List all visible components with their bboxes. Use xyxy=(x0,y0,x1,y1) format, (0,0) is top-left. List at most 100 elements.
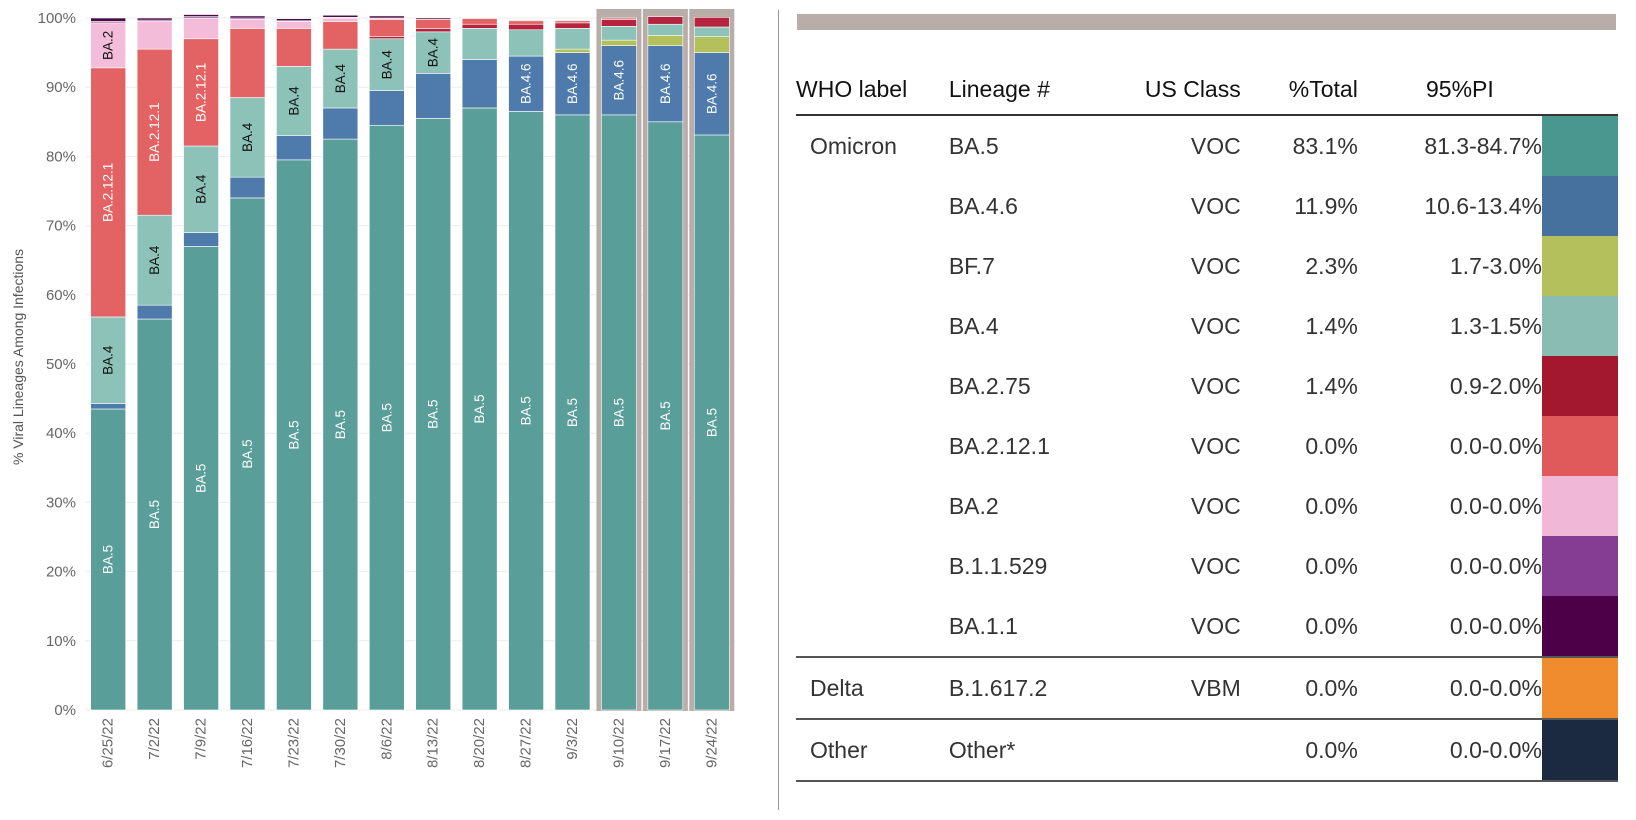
header-lineage: Lineage # xyxy=(948,75,1050,102)
bar-segment-BA-2-12-1 xyxy=(229,28,266,98)
legend-lineage: BF.7 xyxy=(948,252,995,279)
header-who-label: WHO label xyxy=(796,75,908,102)
bar-label: BA.5 xyxy=(519,396,534,425)
legend-body: Omicron BA.5 VOC 83.1% 81.3-84.7% BA.4.6 VOC 11… xyxy=(796,115,1618,781)
bar-label: BA.2.12.1 xyxy=(101,163,116,222)
bar-label: BA.4.6 xyxy=(658,63,673,104)
bar-segment-BA-1-1 xyxy=(461,17,498,19)
bar-label: BA.4.6 xyxy=(704,74,719,115)
legend-row: Delta B.1.617.2 VBM 0.0% 0.0-0.0% xyxy=(796,657,1618,719)
header-pi: 95%PI xyxy=(1426,75,1494,102)
legend-row: BA.1.1 VOC 0.0% 0.0-0.0% xyxy=(796,596,1618,657)
bar-segment-BA-5 xyxy=(136,318,173,711)
bar-label: BA.4 xyxy=(101,345,116,375)
bar-segment-BA-4-6 xyxy=(508,55,544,112)
legend-lineage: BA.4 xyxy=(948,312,999,339)
legend-swatch-cell xyxy=(1541,176,1618,236)
legend-top-bar xyxy=(797,14,1616,30)
bar-segment-BA-4-6 xyxy=(461,59,498,109)
legend-header-row: WHO label Lineage # US Class %Total 95%P… xyxy=(796,64,1618,115)
legend-us-class: VOC xyxy=(1190,192,1241,219)
bar-segment-BA-2-12-1 xyxy=(136,48,173,216)
y-axis-ticks: 0% 10% 20% 30% 40% 50% 60% 70% 80% 90% 100% xyxy=(38,10,76,719)
legend-swatch-cell xyxy=(1541,476,1618,536)
lineage-legend-table: WHO label Lineage # US Class %Total 95%P… xyxy=(796,64,1618,782)
legend-color-swatch xyxy=(1541,176,1618,236)
bar-segment-BA-4 xyxy=(647,23,684,36)
legend-us-class xyxy=(1129,719,1241,781)
bar-label: BA.5 xyxy=(379,403,394,432)
legend-us-class: VOC xyxy=(1190,312,1241,339)
legend-who-label xyxy=(796,176,949,236)
legend-who-label xyxy=(796,296,949,356)
x-tick-label: 6/25/22 xyxy=(100,718,117,768)
x-tick-label: 9/3/22 xyxy=(564,718,581,760)
legend-lineage: BA.5 xyxy=(948,132,999,159)
bar-segment-BA-4-6 xyxy=(554,52,591,116)
legend-who-label: Other xyxy=(810,736,868,763)
legend-total: 0.0% xyxy=(1305,492,1358,519)
bar-label: BA.2.12.1 xyxy=(147,103,162,162)
bar-label: BA.4.6 xyxy=(611,60,626,101)
bar-segment-BA-2 xyxy=(276,21,312,29)
bar-label: BA.5 xyxy=(333,410,348,439)
bar-segment-BA-2-75 xyxy=(693,17,730,28)
legend-swatch-cell xyxy=(1541,536,1618,596)
bar-segment-BA-4 xyxy=(415,31,452,74)
bar-label: BA.2 xyxy=(101,31,116,60)
bar-segment-BA-1-1 xyxy=(554,19,591,22)
stacked-bar-chart: % Viral Lineages Among Infections 0% 10% 2… xyxy=(10,9,735,768)
bar-label: BA.4 xyxy=(426,37,441,67)
bar-segment-BA-1-1 xyxy=(368,15,405,19)
bar-segment-BA-5 xyxy=(508,111,544,711)
x-tick-label: 9/24/22 xyxy=(703,718,720,768)
bar-segment-BA-4-6 xyxy=(601,45,637,116)
bar-label: BA.5 xyxy=(101,545,116,574)
y-axis-label: % Viral Lineages Among Infections xyxy=(10,249,26,465)
bar-segment-BA-4-6 xyxy=(183,232,219,247)
bar-label: BA.2.12.1 xyxy=(194,63,209,122)
bar-segment-BA-2-12-1 xyxy=(276,28,312,67)
bar-segment-BA-5 xyxy=(461,107,498,711)
bar-label: BA.5 xyxy=(147,500,162,529)
bar-label: BA.4 xyxy=(194,174,209,204)
legend-row: B.1.1.529 VOC 0.0% 0.0-0.0% xyxy=(796,536,1618,596)
legend-total: 2.3% xyxy=(1305,252,1358,279)
bar-segment-BA-2-12-1 xyxy=(183,38,219,147)
legend-pi: 0.0-0.0% xyxy=(1449,612,1542,639)
bar-label: BA.5 xyxy=(472,394,487,423)
bar-segment-BA-2-12-1 xyxy=(90,67,127,318)
legend-who-label xyxy=(796,356,949,416)
bar-segment-BA-4 xyxy=(183,145,219,233)
legend-us-class: VOC xyxy=(1190,372,1241,399)
bar-label: BA.4 xyxy=(379,50,394,80)
bar-segment-BA-4-6 xyxy=(229,176,266,199)
bar-segment-BA-4-6 xyxy=(368,90,405,126)
bar-segment-BA-4-6 xyxy=(322,107,359,140)
legend-row: BA.4 VOC 1.4% 1.3-1.5% xyxy=(796,296,1618,356)
legend-color-swatch xyxy=(1541,296,1618,356)
bar-segment-BA-2-75 xyxy=(368,36,405,40)
x-tick-label: 7/16/22 xyxy=(239,718,256,768)
legend-us-class: VOC xyxy=(1190,252,1241,279)
bar-label: BA.5 xyxy=(240,439,255,468)
legend-color-swatch xyxy=(1541,416,1618,476)
bar-label: BA.5 xyxy=(194,464,209,493)
bar-segment-BA-2-12-1 xyxy=(368,19,405,37)
bar-segment-BA-4 xyxy=(276,66,312,136)
bar-segment-BA-4 xyxy=(136,214,173,306)
bar-segment-BA-2-75 xyxy=(647,16,684,25)
legend-pi: 10.6-13.4% xyxy=(1424,192,1542,219)
bar-segment-BA-1-1 xyxy=(508,19,544,22)
bar-segment-BA-5 xyxy=(693,134,730,711)
bar-segment-BA-5 xyxy=(415,118,452,711)
bar-label: BA.4.6 xyxy=(565,63,580,104)
legend-us-class: VOC xyxy=(1190,492,1241,519)
y-tick-label: 70% xyxy=(46,218,76,235)
bar-segment-BA-5 xyxy=(276,159,312,711)
bar-segment-BA-5 xyxy=(90,408,127,711)
legend-color-swatch xyxy=(1541,476,1618,536)
legend-lineage: B.1.1.529 xyxy=(948,552,1048,579)
x-tick-label: 7/30/22 xyxy=(332,718,349,768)
bar-segment-BA-4-6 xyxy=(90,403,127,410)
